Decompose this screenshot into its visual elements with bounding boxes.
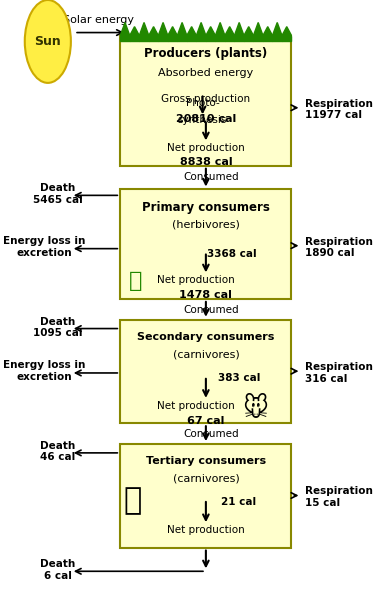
- Bar: [120, 320, 291, 423]
- Bar: [158, 36, 168, 41]
- Bar: [130, 36, 139, 41]
- Text: Death
5465 cal: Death 5465 cal: [33, 184, 83, 205]
- Bar: [225, 36, 234, 41]
- Text: (herbivores): (herbivores): [172, 219, 240, 229]
- Text: Sun: Sun: [34, 35, 61, 48]
- Text: Secondary consumers: Secondary consumers: [137, 332, 274, 342]
- Text: Photo-: Photo-: [186, 98, 219, 108]
- Text: Net production: Net production: [167, 525, 245, 535]
- Text: Consumed: Consumed: [183, 305, 239, 315]
- Text: Consumed: Consumed: [183, 429, 239, 439]
- Text: 3368 cal: 3368 cal: [207, 249, 257, 259]
- Bar: [149, 36, 158, 41]
- Text: Producers (plants): Producers (plants): [144, 47, 268, 60]
- Text: Death
1095 cal: Death 1095 cal: [33, 317, 83, 338]
- Polygon shape: [120, 22, 130, 36]
- Text: Absorbed energy: Absorbed energy: [158, 68, 253, 78]
- Text: Death
46 cal: Death 46 cal: [40, 441, 75, 462]
- Text: 20810 cal: 20810 cal: [176, 114, 236, 124]
- Text: Respiration
316 cal: Respiration 316 cal: [305, 362, 372, 384]
- Text: 8838 cal: 8838 cal: [179, 157, 232, 167]
- Text: Net production: Net production: [157, 401, 235, 411]
- Text: synthesis: synthesis: [178, 115, 227, 126]
- Text: Net production: Net production: [167, 143, 245, 153]
- Polygon shape: [225, 27, 234, 36]
- Text: Consumed: Consumed: [183, 172, 239, 182]
- Text: Respiration
1890 cal: Respiration 1890 cal: [305, 237, 372, 258]
- Polygon shape: [139, 22, 149, 36]
- Bar: [120, 36, 291, 166]
- Polygon shape: [215, 22, 225, 36]
- Bar: [273, 36, 282, 41]
- Bar: [120, 189, 291, 299]
- Polygon shape: [263, 27, 273, 36]
- Text: (carnivores): (carnivores): [173, 349, 239, 359]
- Circle shape: [25, 0, 71, 83]
- Polygon shape: [234, 22, 244, 36]
- Text: Primary consumers: Primary consumers: [142, 201, 270, 214]
- Text: 67 cal: 67 cal: [187, 416, 225, 426]
- Bar: [263, 36, 273, 41]
- Text: 383 cal: 383 cal: [218, 373, 260, 383]
- Text: Net production: Net production: [157, 275, 235, 285]
- Bar: [196, 36, 206, 41]
- Text: 1478 cal: 1478 cal: [179, 290, 232, 300]
- Text: (carnivores): (carnivores): [173, 474, 239, 484]
- Text: 🐭: 🐭: [242, 396, 268, 421]
- Text: 🦗: 🦗: [129, 271, 142, 291]
- Text: Respiration
11977 cal: Respiration 11977 cal: [305, 99, 372, 120]
- Polygon shape: [187, 27, 196, 36]
- Bar: [234, 36, 244, 41]
- Polygon shape: [282, 27, 291, 36]
- Polygon shape: [244, 27, 253, 36]
- Bar: [206, 36, 215, 41]
- Text: Energy loss in
excretion: Energy loss in excretion: [3, 361, 86, 382]
- Text: Death
6 cal: Death 6 cal: [40, 559, 75, 581]
- Text: 🦅: 🦅: [124, 486, 142, 514]
- Bar: [177, 36, 187, 41]
- Bar: [120, 444, 291, 548]
- Polygon shape: [273, 22, 282, 36]
- Bar: [168, 36, 177, 41]
- Polygon shape: [206, 27, 215, 36]
- Polygon shape: [177, 22, 187, 36]
- Polygon shape: [158, 22, 168, 36]
- Polygon shape: [253, 22, 263, 36]
- Bar: [253, 36, 263, 41]
- Text: Energy loss in
excretion: Energy loss in excretion: [3, 236, 86, 258]
- Text: Solar energy: Solar energy: [63, 15, 134, 25]
- Bar: [244, 36, 253, 41]
- Polygon shape: [168, 27, 177, 36]
- Bar: [282, 36, 291, 41]
- Text: Respiration
15 cal: Respiration 15 cal: [305, 487, 372, 508]
- Bar: [215, 36, 225, 41]
- Text: Gross production: Gross production: [161, 94, 250, 104]
- Polygon shape: [196, 22, 206, 36]
- Bar: [187, 36, 196, 41]
- Bar: [139, 36, 149, 41]
- Text: Tertiary consumers: Tertiary consumers: [146, 456, 266, 466]
- Text: 21 cal: 21 cal: [221, 497, 256, 507]
- Polygon shape: [149, 27, 158, 36]
- Bar: [120, 36, 130, 41]
- Polygon shape: [130, 27, 139, 36]
